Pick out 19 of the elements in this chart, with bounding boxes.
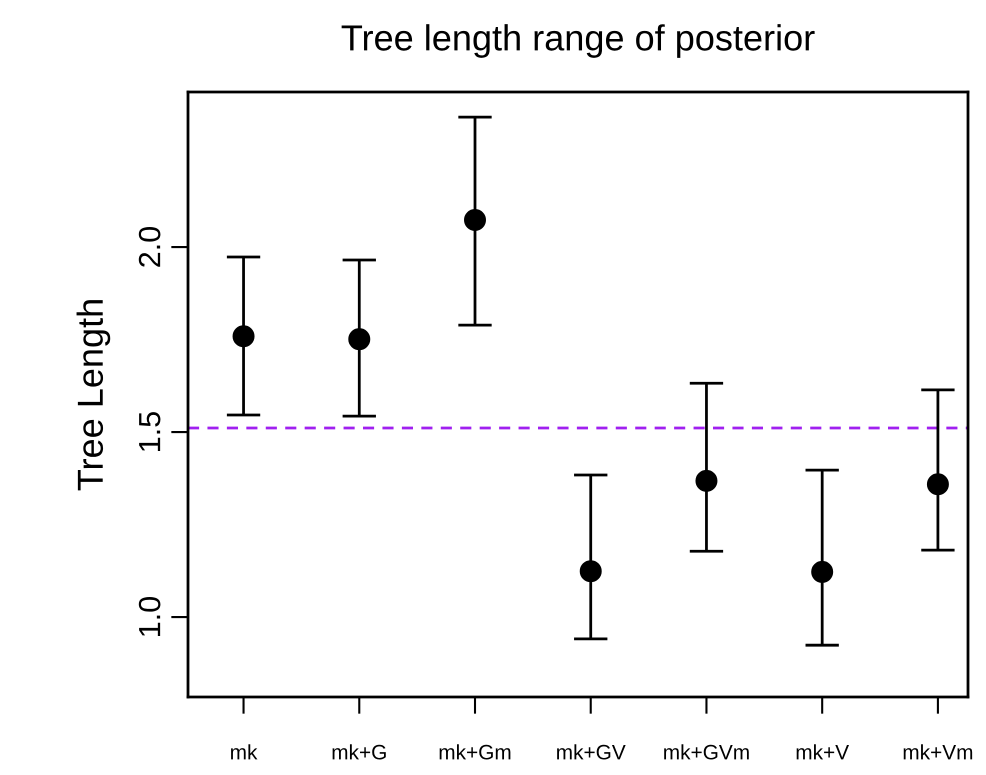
chart-title: Tree length range of posterior bbox=[342, 24, 815, 58]
x-tick-label: mk+GV bbox=[557, 744, 626, 760]
x-tick-label: mk bbox=[231, 744, 258, 760]
point bbox=[580, 560, 602, 582]
point bbox=[232, 325, 255, 348]
point bbox=[811, 560, 834, 583]
x-tick-label: mk+V bbox=[796, 744, 850, 760]
point bbox=[695, 470, 718, 492]
x-tick-label: mk+Gm bbox=[440, 744, 510, 760]
y-tick-label: 1.5 bbox=[139, 412, 160, 451]
x-tick-label: mk+Vm bbox=[904, 744, 972, 760]
point bbox=[464, 209, 486, 232]
x-tick-label: mk+G bbox=[332, 744, 386, 760]
y-axis-title: Tree Length bbox=[76, 300, 110, 490]
y-tick-label: 1.0 bbox=[138, 597, 160, 636]
point bbox=[348, 328, 370, 350]
x-tick-label: mk+GVm bbox=[664, 744, 749, 760]
y-tick-label: 2.0 bbox=[138, 227, 160, 267]
point bbox=[926, 473, 949, 496]
